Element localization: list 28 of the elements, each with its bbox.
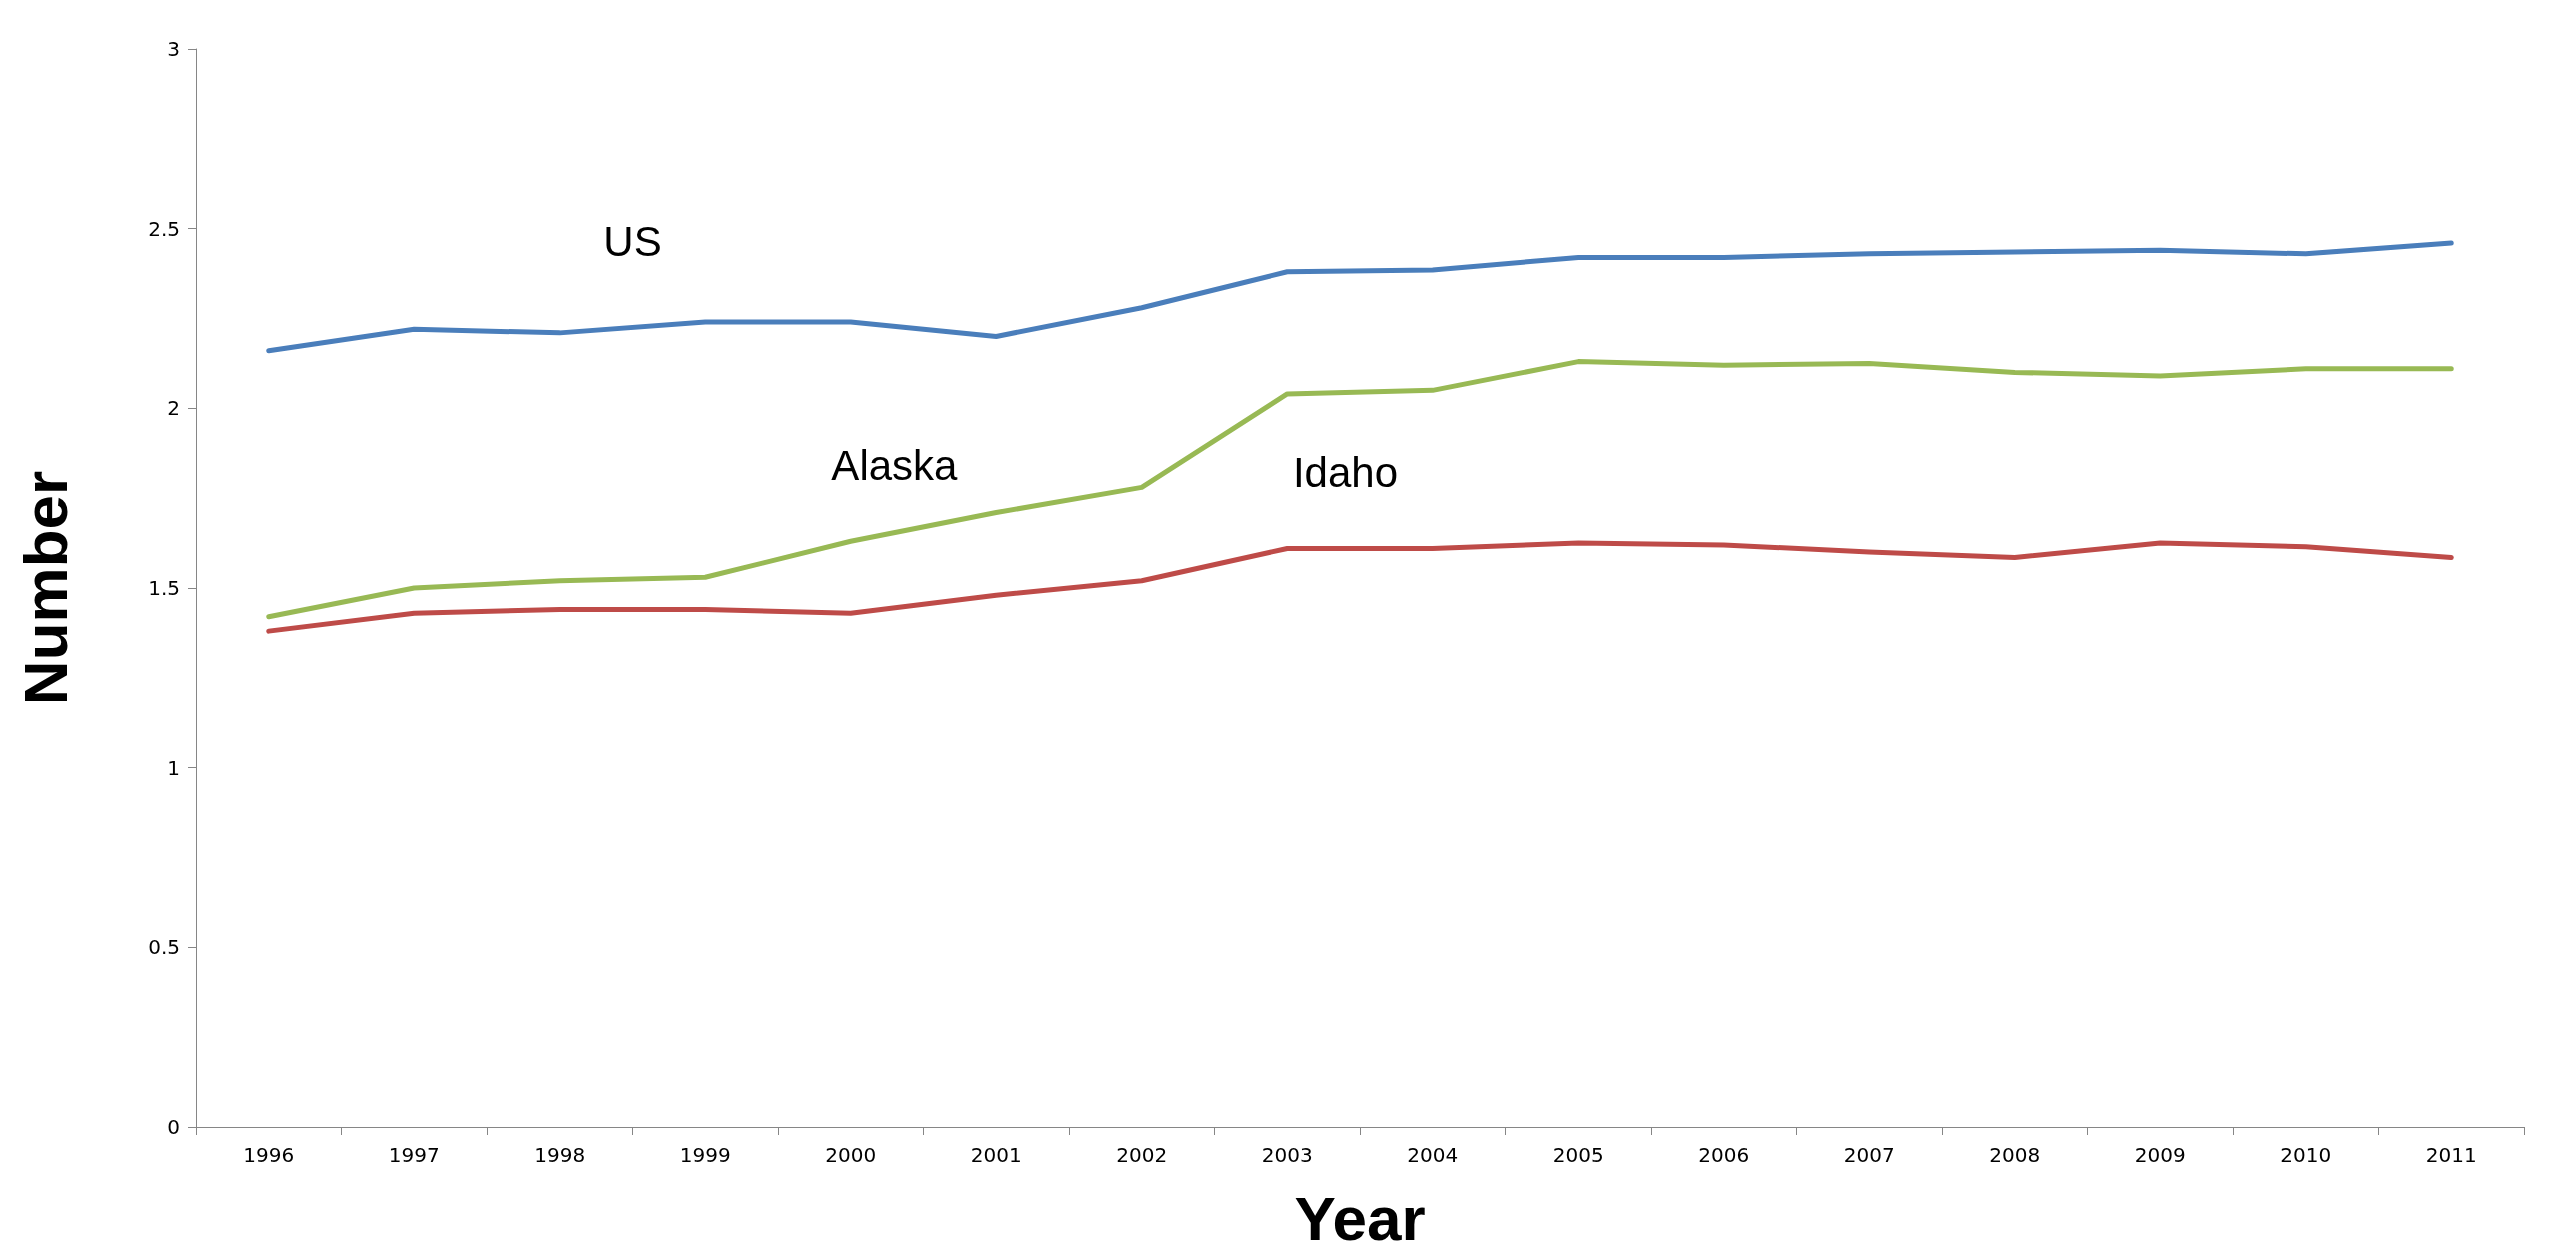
- series-label: Idaho: [1292, 448, 1398, 496]
- x-tick-label: 1996: [243, 1143, 295, 1167]
- x-tick-label: 2006: [1698, 1143, 1750, 1167]
- x-tick-label: 2003: [1261, 1143, 1313, 1167]
- y-tick-label: 0: [167, 1115, 180, 1139]
- x-tick-label: 2010: [2280, 1143, 2332, 1167]
- x-tick-label: 2000: [825, 1143, 877, 1167]
- y-tick-label: 2.5: [148, 216, 180, 241]
- y-tick-label: 3: [167, 37, 180, 61]
- y-tick-label: 0.5: [148, 935, 180, 960]
- x-tick-label: 2002: [1116, 1143, 1168, 1167]
- x-tick-label: 1997: [388, 1143, 440, 1167]
- y-axis-title: Number: [10, 470, 80, 706]
- x-tick-label: 2009: [2134, 1143, 2186, 1167]
- y-tick-label: 1: [167, 755, 180, 780]
- x-tick-label: 1998: [534, 1143, 586, 1167]
- series-label: Alaska: [831, 441, 959, 489]
- x-tick-label: 2004: [1407, 1143, 1459, 1167]
- y-tick-label: 2: [167, 396, 180, 421]
- x-tick-label: 2011: [2425, 1143, 2477, 1167]
- x-tick-label: 1999: [679, 1143, 731, 1167]
- x-tick-label: 2001: [970, 1143, 1022, 1167]
- x-tick-label: 2007: [1843, 1143, 1895, 1167]
- x-tick-label: 2005: [1552, 1143, 1604, 1167]
- y-tick-label: 1.5: [148, 576, 180, 600]
- x-axis-title: Year: [1294, 1183, 1426, 1253]
- x-tick-label: 2008: [1989, 1143, 2041, 1167]
- series-label: US: [603, 218, 662, 266]
